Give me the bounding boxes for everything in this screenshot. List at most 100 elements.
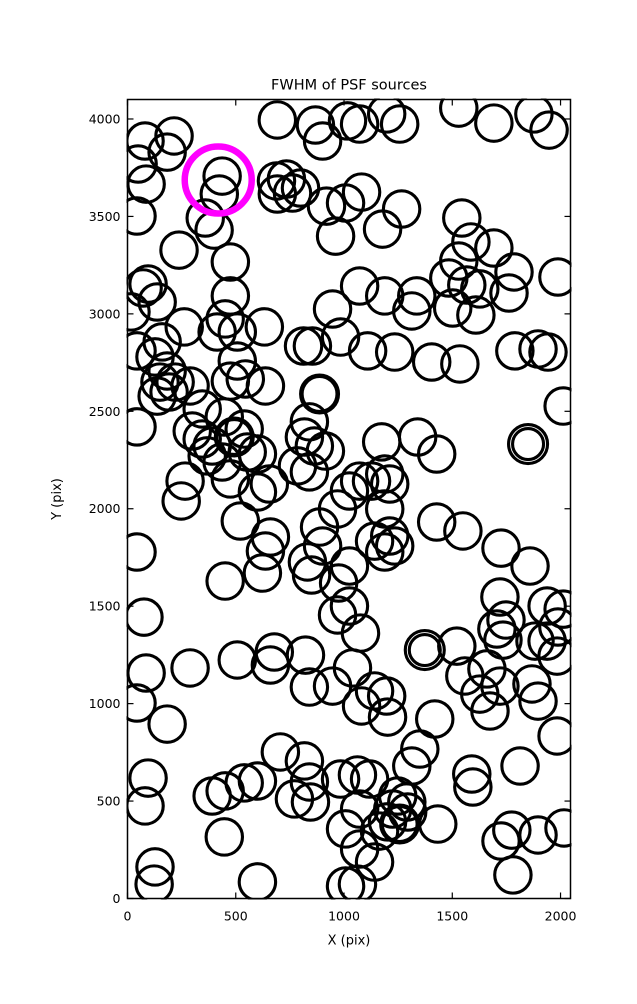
psf-source-circle	[245, 366, 286, 406]
psf-source-circle	[220, 501, 261, 541]
psf-source-circle	[492, 810, 532, 850]
psf-source-circle	[135, 847, 175, 887]
psf-source-circle	[400, 729, 440, 769]
psf-source-circle	[245, 531, 286, 571]
psf-source-circle	[274, 779, 315, 819]
psf-source-circle	[470, 691, 510, 731]
psf-source-circle	[205, 299, 245, 339]
x-tick-label: 1000	[328, 909, 360, 924]
psf-source-circle-bold	[299, 373, 341, 415]
psf-source-circle	[443, 511, 483, 551]
psf-source-circle	[225, 359, 266, 399]
psf-source-circle	[369, 516, 410, 556]
psf-source-circle	[126, 532, 157, 572]
psf-source-circle	[224, 409, 264, 449]
psf-source-circle	[242, 553, 283, 593]
y-tick-label: 3000	[89, 306, 121, 321]
psf-source-circle	[339, 461, 380, 501]
psf-source-circle	[369, 464, 410, 504]
psf-source-circle	[367, 697, 408, 737]
psf-source-circle	[192, 776, 232, 816]
psf-source-circle	[341, 686, 382, 726]
psf-source-circle	[292, 326, 333, 366]
psf-source-circle	[290, 782, 331, 822]
psf-source-circle	[302, 526, 343, 566]
psf-source-circle	[381, 189, 422, 229]
psf-source-circle	[202, 156, 242, 196]
psf-source-circle	[481, 821, 521, 861]
psf-source-circle	[172, 411, 212, 451]
psf-source-circle	[284, 741, 325, 781]
psf-source-circle	[126, 407, 157, 447]
psf-source-circle	[544, 808, 572, 848]
psf-source-circle	[126, 292, 151, 332]
psf-source-circle	[312, 289, 353, 329]
psf-source-circle	[257, 100, 298, 140]
psf-source-circle	[237, 862, 278, 900]
psf-source-circle	[126, 331, 157, 371]
psf-source-circle	[329, 586, 370, 626]
psf-source-circle-bold	[379, 803, 421, 845]
psf-source-circle	[366, 676, 407, 716]
psf-source-circle	[364, 532, 405, 572]
psf-source-circle	[329, 546, 370, 586]
axis-ticks-layer	[126, 99, 571, 900]
psf-source-circle	[337, 864, 378, 900]
psf-source-circle	[439, 98, 479, 128]
psf-source-circle	[237, 472, 278, 512]
psf-source-circle	[397, 276, 437, 316]
psf-source-circle	[339, 104, 380, 144]
psf-source-circle	[538, 607, 572, 647]
psf-source-circle-double	[507, 422, 550, 466]
psf-source-circle	[480, 577, 520, 617]
psf-source-circle	[456, 295, 496, 335]
psf-source-circle-double	[403, 628, 446, 672]
psf-source-circle	[159, 230, 199, 270]
psf-source-circle	[347, 331, 388, 371]
psf-source-circle	[543, 386, 572, 426]
psf-source-circle	[339, 266, 380, 306]
psf-source-circle	[493, 855, 533, 895]
y-tick-label: 2500	[89, 404, 121, 419]
psf-source-circle	[489, 273, 529, 313]
psf-source-circle	[512, 664, 552, 704]
psf-source-circle	[244, 307, 285, 347]
psf-source-circle	[341, 172, 382, 212]
psf-source-circle	[170, 366, 210, 406]
psf-source-circle	[528, 332, 568, 372]
psf-source-circle	[477, 609, 517, 649]
psf-source-circle	[197, 312, 237, 352]
psf-source-circle	[134, 864, 174, 900]
psf-source-circle	[137, 282, 177, 322]
psf-source-circle	[537, 716, 572, 756]
psf-source-circle	[170, 648, 210, 688]
psf-source-circle	[126, 786, 165, 826]
psf-source-circle	[500, 746, 540, 786]
psf-source-circle	[315, 216, 356, 256]
psf-source-circle	[494, 252, 534, 292]
psf-source-circle	[518, 681, 558, 721]
psf-source-circle	[126, 268, 163, 308]
psf-source-circle	[320, 317, 361, 357]
psf-source-circle	[210, 242, 251, 282]
psf-source-circle	[147, 351, 187, 391]
y-tick-label: 4000	[89, 111, 121, 126]
psf-source-circle	[217, 341, 258, 381]
psf-source-circle	[126, 196, 157, 236]
psf-source-circle	[306, 186, 347, 226]
psf-source-circle	[182, 419, 222, 459]
psf-source-circle	[538, 257, 572, 297]
psf-source-circle	[250, 645, 291, 685]
psf-source-circle	[291, 555, 332, 595]
psf-source-circle-double	[407, 632, 442, 668]
axis-tick-labels-layer: 0 500 1000 1500 2000 0 500 1000 1500 2000 2500 3000…	[89, 111, 577, 923]
psf-source-circle	[161, 481, 201, 521]
psf-source-circle	[442, 198, 482, 238]
psf-source-circle	[339, 789, 380, 829]
y-axis-label: Y (pix)	[50, 478, 65, 521]
psf-source-circle	[185, 198, 225, 238]
psf-source-circle	[272, 173, 313, 213]
psf-source-circle	[495, 331, 535, 371]
x-tick-label: 500	[224, 909, 248, 924]
